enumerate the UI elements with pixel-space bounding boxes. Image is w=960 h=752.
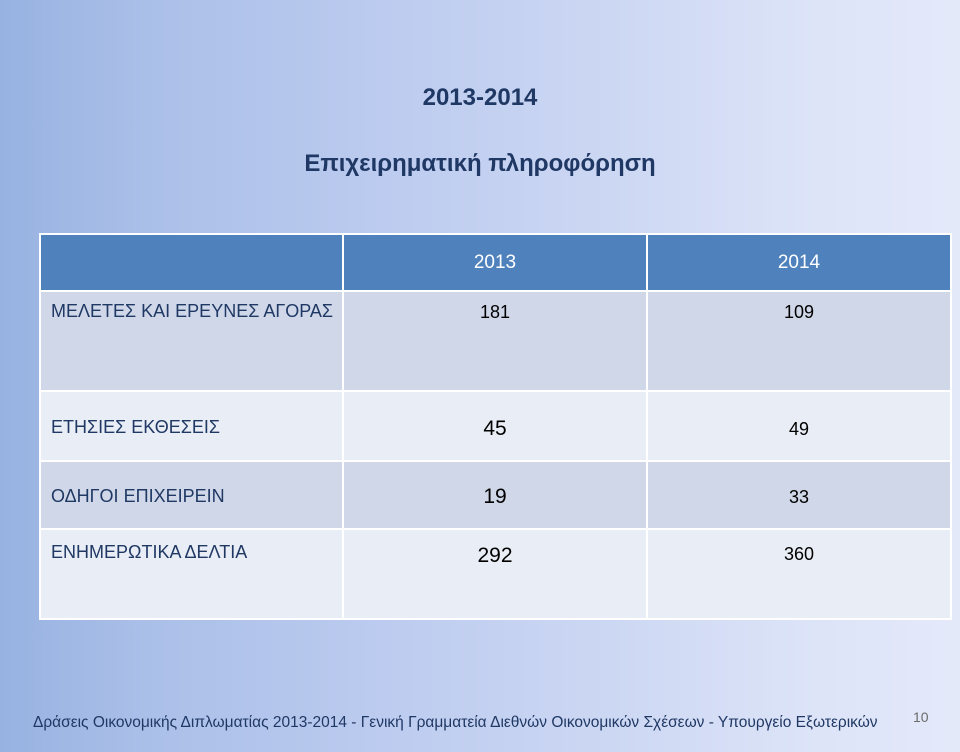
- table-row: ΕΝΗΜΕΡΩΤΙΚΑ ΔΕΛΤΙΑ 292 360: [39, 528, 952, 620]
- page-number: 10: [913, 709, 929, 725]
- slide-title: 2013-2014: [422, 84, 538, 111]
- row-label: ΟΔΗΓΟΙ ΕΠΙΧΕΙΡΕΙΝ: [39, 460, 344, 530]
- header-cell-empty: [39, 233, 344, 292]
- header-cell-2014: 2014: [646, 233, 952, 292]
- table-row: ΕΤΗΣΙΕΣ ΕΚΘΕΣΕΙΣ 45 49: [39, 390, 952, 462]
- value-2014: 49: [646, 390, 952, 462]
- table-header-row: 2013 2014: [39, 233, 952, 292]
- value-2013: 45: [342, 390, 648, 462]
- footer-text: Δράσεις Οικονομικής Διπλωματίας 2013-201…: [33, 714, 878, 731]
- table-row: ΜΕΛΕΤΕΣ ΚΑΙ ΕΡΕΥΝΕΣ ΑΓΟΡΑΣ 181 109: [39, 290, 952, 392]
- value-2013: 19: [342, 460, 648, 530]
- value-2013: 181: [342, 290, 648, 392]
- value-2014: 109: [646, 290, 952, 392]
- value-2014: 33: [646, 460, 952, 530]
- row-label: ΕΝΗΜΕΡΩΤΙΚΑ ΔΕΛΤΙΑ: [39, 528, 344, 620]
- row-label: ΕΤΗΣΙΕΣ ΕΚΘΕΣΕΙΣ: [39, 390, 344, 462]
- value-2014: 360: [646, 528, 952, 620]
- data-table: 2013 2014 ΜΕΛΕΤΕΣ ΚΑΙ ΕΡΕΥΝΕΣ ΑΓΟΡΑΣ 181…: [39, 233, 952, 620]
- table-row: ΟΔΗΓΟΙ ΕΠΙΧΕΙΡΕΙΝ 19 33: [39, 460, 952, 530]
- row-label: ΜΕΛΕΤΕΣ ΚΑΙ ΕΡΕΥΝΕΣ ΑΓΟΡΑΣ: [39, 290, 344, 392]
- value-2013: 292: [342, 528, 648, 620]
- slide-subtitle: Επιχειρηματική πληροφόρηση: [304, 150, 656, 177]
- header-cell-2013: 2013: [342, 233, 648, 292]
